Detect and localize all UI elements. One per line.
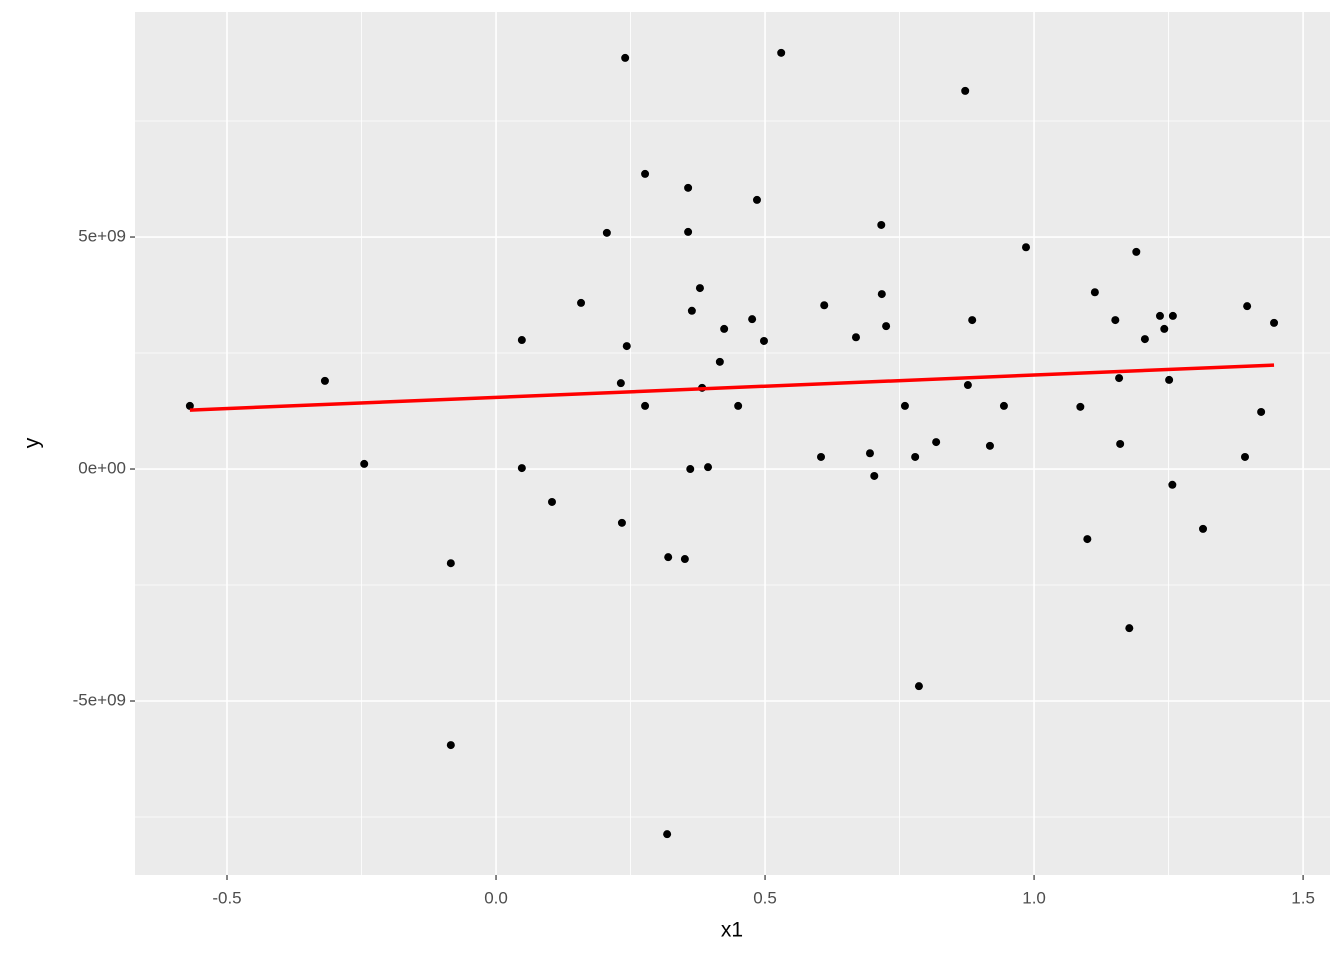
point	[870, 471, 879, 480]
point	[1168, 480, 1177, 489]
point	[961, 86, 970, 95]
point	[641, 401, 650, 410]
point	[1168, 311, 1177, 320]
x-tick-label: 1.5	[1291, 888, 1315, 907]
point	[1116, 439, 1125, 448]
point	[999, 401, 1008, 410]
point	[185, 401, 194, 410]
point	[911, 452, 920, 461]
point	[616, 379, 625, 388]
point	[985, 441, 994, 450]
point	[963, 381, 972, 390]
point	[686, 465, 695, 474]
point	[695, 284, 704, 293]
point	[680, 555, 689, 564]
point	[882, 322, 891, 331]
point	[1199, 524, 1208, 533]
point	[687, 306, 696, 315]
point	[715, 357, 724, 366]
x-tick-label: 0.5	[753, 888, 777, 907]
point	[1270, 318, 1279, 327]
point	[865, 449, 874, 458]
point	[914, 682, 923, 691]
point	[577, 298, 586, 307]
point	[547, 497, 556, 506]
point	[851, 333, 860, 342]
point	[1160, 324, 1169, 333]
x-tick-label: 0.0	[484, 888, 508, 907]
point	[1125, 624, 1134, 633]
y-tick-label: 5e+09	[78, 227, 126, 246]
point	[1257, 407, 1266, 416]
point	[1083, 535, 1092, 544]
point	[664, 553, 673, 562]
point	[320, 376, 329, 385]
point	[900, 401, 909, 410]
point	[752, 195, 761, 204]
point	[877, 290, 886, 299]
point	[1155, 311, 1164, 320]
point	[641, 169, 650, 178]
point	[446, 741, 455, 750]
x-tick-label: -0.5	[212, 888, 241, 907]
point	[932, 438, 941, 447]
point	[446, 559, 455, 568]
y-tick-label: 0e+00	[78, 459, 126, 478]
point	[1111, 316, 1120, 325]
point	[1115, 374, 1124, 383]
point	[759, 336, 768, 345]
point	[1240, 452, 1249, 461]
x-tick-label: 1.0	[1022, 888, 1046, 907]
point	[720, 324, 729, 333]
point	[817, 452, 826, 461]
point	[517, 464, 526, 473]
x-axis-title: x1	[721, 919, 743, 942]
point	[360, 459, 369, 468]
point	[517, 336, 526, 345]
point	[621, 53, 630, 62]
point	[1165, 375, 1174, 384]
point	[1076, 402, 1085, 411]
regression-line	[189, 363, 1275, 412]
point	[968, 316, 977, 325]
point	[777, 48, 786, 57]
point	[1140, 335, 1149, 344]
point	[734, 401, 743, 410]
y-tick-label: -5e+09	[73, 690, 126, 709]
point	[1132, 247, 1141, 256]
y-axis-title: y	[21, 437, 44, 448]
point	[617, 518, 626, 527]
point	[748, 315, 757, 324]
point	[684, 227, 693, 236]
point	[602, 228, 611, 237]
point	[1022, 243, 1031, 252]
panel	[135, 12, 1330, 875]
point	[704, 463, 713, 472]
point	[820, 301, 829, 310]
point	[877, 220, 886, 229]
point	[1243, 302, 1252, 311]
point	[684, 183, 693, 192]
point	[663, 830, 672, 839]
point	[1090, 288, 1099, 297]
point	[622, 342, 631, 351]
